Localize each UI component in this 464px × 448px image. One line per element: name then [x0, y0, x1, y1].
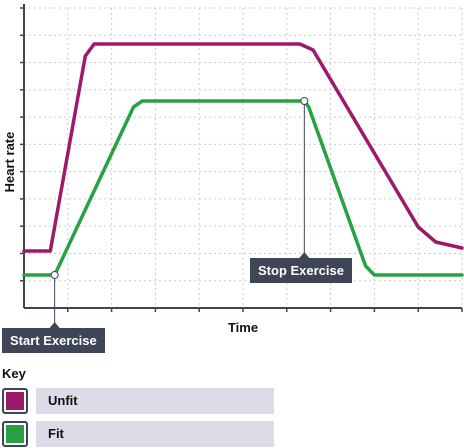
- annotation-markers: [49, 97, 310, 328]
- x-axis-label: Time: [228, 320, 258, 335]
- annotation-pointer: [49, 322, 60, 328]
- key-title: Key: [2, 366, 26, 381]
- stop-exercise-callout: Stop Exercise: [250, 258, 352, 283]
- key-item-unfit: Unfit: [2, 388, 274, 414]
- unfit-swatch: [2, 388, 28, 414]
- annotation-marker: [50, 271, 59, 279]
- y-axis-label: Heart rate: [2, 132, 17, 193]
- chart-grid: [24, 7, 463, 308]
- key-bar: Fit: [36, 421, 274, 447]
- key-label-fit: Fit: [48, 426, 64, 441]
- key-label-unfit: Unfit: [48, 393, 78, 408]
- annotation-pointer: [299, 252, 310, 258]
- series-line-unfit: [22, 42, 464, 253]
- fit-swatch: [2, 421, 28, 447]
- start-exercise-callout: Start Exercise: [2, 328, 105, 353]
- key-bar: Unfit: [36, 388, 274, 414]
- chart-axes: [20, 4, 463, 312]
- annotation-marker: [300, 97, 309, 105]
- key-item-fit: Fit: [2, 421, 274, 447]
